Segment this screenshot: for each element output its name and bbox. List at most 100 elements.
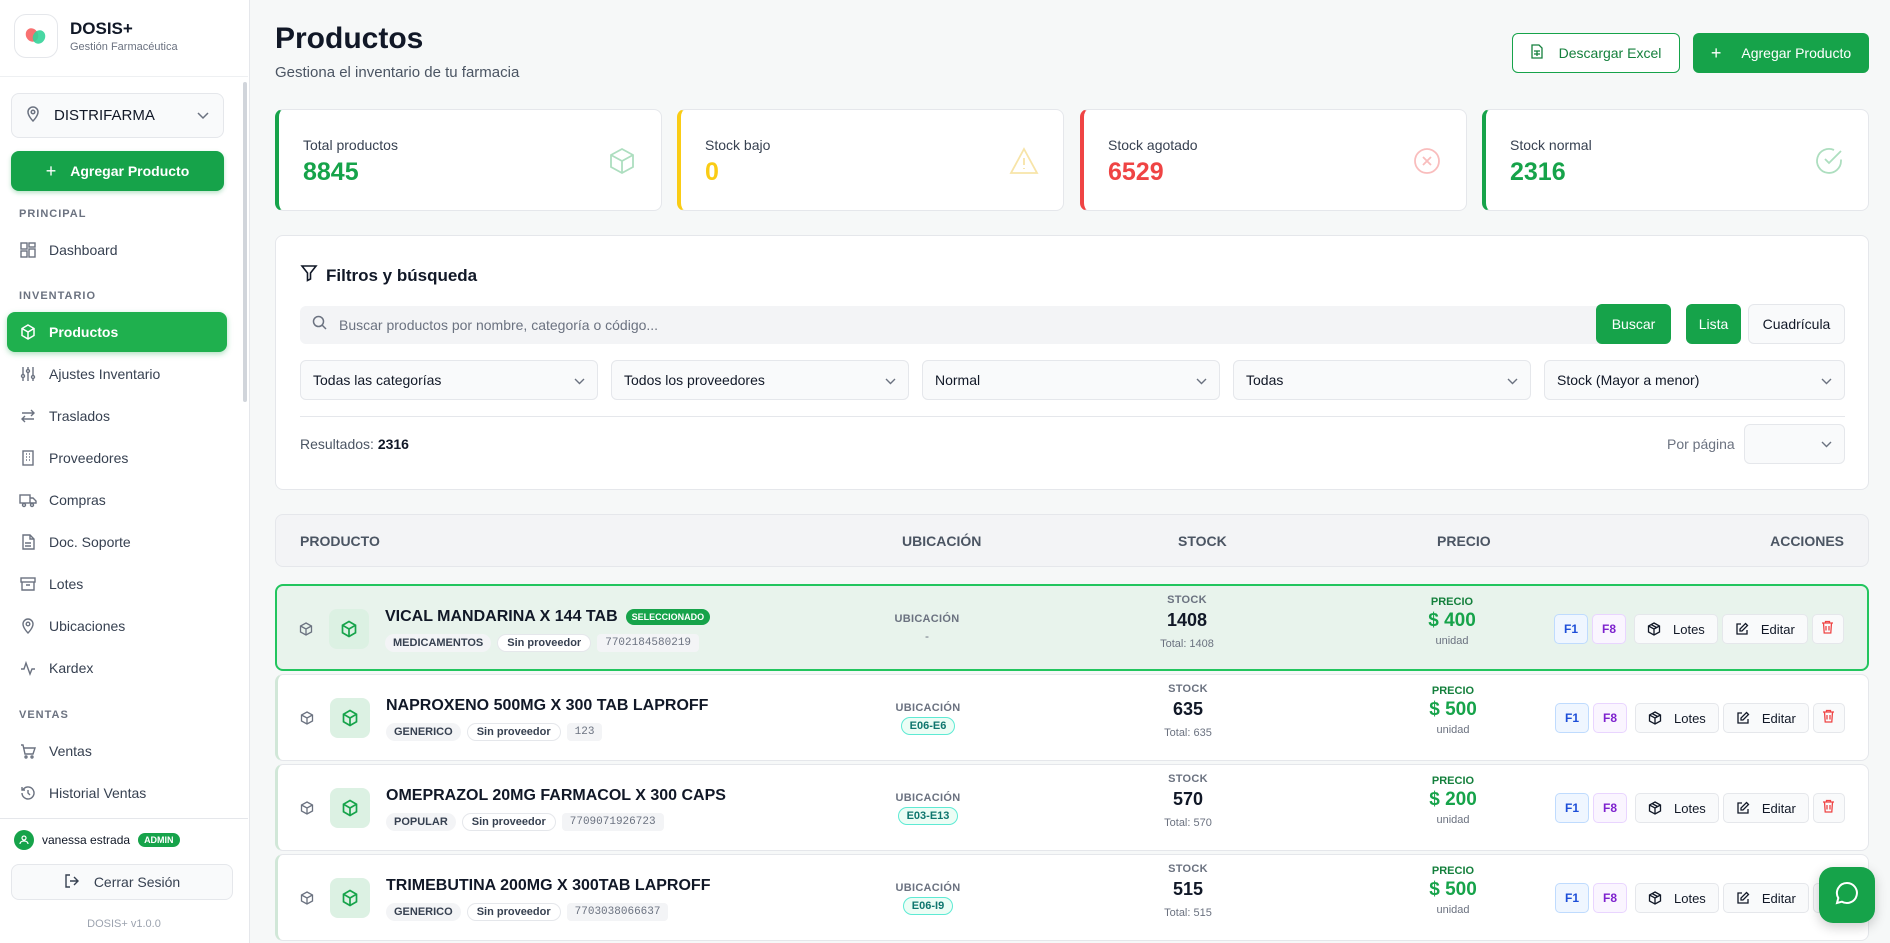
- search-input[interactable]: [339, 317, 1539, 333]
- f8-button[interactable]: F8: [1593, 703, 1627, 733]
- edit-button[interactable]: Editar: [1722, 793, 1809, 823]
- row-actions: F1 F8 Lotes Editar: [1555, 703, 1845, 733]
- location-label: UBICACIÓN: [895, 882, 961, 894]
- sidebar-add-product-label: Agregar Producto: [70, 163, 190, 179]
- stock-value: 635: [1172, 699, 1204, 719]
- search-button[interactable]: Buscar: [1596, 304, 1671, 344]
- sidebar-item-traslados[interactable]: Traslados: [7, 396, 227, 436]
- stat-label: Total productos: [303, 137, 398, 153]
- location-value-wrap: E06-I9: [838, 894, 1018, 915]
- sidebar-item-ubicaciones[interactable]: Ubicaciones: [7, 606, 227, 646]
- f1-button[interactable]: F1: [1554, 614, 1588, 644]
- view-grid-button[interactable]: Cuadrícula: [1748, 304, 1845, 344]
- lotes-button[interactable]: Lotes: [1635, 883, 1719, 913]
- sidebar-item-proveedores[interactable]: Proveedores: [7, 438, 227, 478]
- row-actions: F1 F8 Lotes Editar: [1555, 883, 1845, 913]
- edit-button[interactable]: Editar: [1722, 703, 1809, 733]
- code-tag: 7709071926723: [561, 813, 664, 831]
- results-value: 2316: [377, 436, 409, 452]
- sidebar-item-ventas[interactable]: Ventas: [7, 731, 227, 771]
- download-excel-button[interactable]: Descargar Excel: [1512, 33, 1680, 73]
- store-name: DISTRIFARMA: [54, 107, 155, 124]
- stock-total: Total: 515: [1164, 907, 1212, 919]
- role-badge: ADMIN: [138, 833, 180, 847]
- edit-icon: [1735, 622, 1749, 636]
- sort-select[interactable]: Stock (Mayor a menor): [1544, 360, 1845, 400]
- table-row[interactable]: NAPROXENO 500MG X 300 TAB LAPROFF GENERI…: [275, 674, 1869, 761]
- sidebar-item-lotes[interactable]: Lotes: [7, 564, 227, 604]
- archive-icon: [19, 575, 37, 593]
- sidebar-item-productos[interactable]: Productos: [7, 312, 227, 352]
- location-cell: UBICACIÓN E03-E13: [838, 792, 1018, 825]
- lotes-button[interactable]: Lotes: [1635, 703, 1719, 733]
- table-row[interactable]: TRIMEBUTINA 200MG X 300TAB LAPROFF GENER…: [275, 854, 1869, 941]
- sidebar-item-doc-soporte[interactable]: Doc. Soporte: [7, 522, 227, 562]
- price-unit: unidad: [1436, 724, 1470, 736]
- logout-label: Cerrar Sesión: [93, 874, 181, 890]
- sidebar-item-compras[interactable]: Compras: [7, 480, 227, 520]
- delete-button[interactable]: [1811, 614, 1844, 644]
- sidebar-item-dashboard[interactable]: Dashboard: [7, 230, 227, 270]
- price-label: PRECIO: [1430, 596, 1474, 608]
- chat-button[interactable]: [1819, 867, 1875, 923]
- store-select[interactable]: DISTRIFARMA: [11, 93, 224, 138]
- sidebar-add-product-button[interactable]: + Agregar Producto: [11, 151, 224, 191]
- sidebar-item-kardex[interactable]: Kardex: [7, 648, 227, 688]
- category-tag: GENERICO: [386, 723, 461, 741]
- provider-select[interactable]: Todos los proveedores: [611, 360, 909, 400]
- price-cell: PRECIO $ 500 unidad: [1368, 685, 1538, 736]
- building-icon: [19, 449, 37, 467]
- logout-button[interactable]: Cerrar Sesión: [11, 864, 233, 900]
- edit-button[interactable]: Editar: [1721, 614, 1808, 644]
- location-cell: UBICACIÓN E06-E6: [838, 702, 1018, 735]
- f8-button[interactable]: F8: [1593, 883, 1627, 913]
- f1-button[interactable]: F1: [1555, 793, 1589, 823]
- edit-button[interactable]: Editar: [1722, 883, 1809, 913]
- location-value: -: [925, 629, 929, 643]
- stat-card-normal: Stock normal 2316: [1482, 109, 1869, 211]
- price-value: $ 500: [1429, 879, 1477, 900]
- location-value-wrap: E03-E13: [838, 804, 1018, 825]
- sidebar-item-historial-ventas[interactable]: Historial Ventas: [7, 773, 227, 813]
- chevron-down-icon: [1821, 435, 1832, 453]
- price-cell: PRECIO $ 400 unidad: [1367, 596, 1537, 647]
- stock-status-select[interactable]: Normal: [922, 360, 1220, 400]
- column-header-actions: ACCIONES: [1770, 533, 1844, 549]
- lotes-button[interactable]: Lotes: [1634, 614, 1718, 644]
- search-box[interactable]: [300, 306, 1613, 344]
- filter-icon: [300, 264, 318, 287]
- delete-button[interactable]: [1812, 793, 1845, 823]
- f1-button[interactable]: F1: [1555, 883, 1589, 913]
- add-product-button[interactable]: + Agregar Producto: [1693, 33, 1869, 73]
- f8-button[interactable]: F8: [1593, 793, 1627, 823]
- chat-icon: [1834, 880, 1860, 911]
- page-title: Productos: [275, 22, 424, 55]
- filters-panel: Filtros y búsqueda Buscar Lista Cuadrícu…: [275, 235, 1869, 490]
- page-subtitle: Gestiona el inventario de tu farmacia: [275, 64, 520, 81]
- sidebar-item-ajustes-inventario[interactable]: Ajustes Inventario: [7, 354, 227, 394]
- selected-badge: SELECCIONADO: [625, 609, 711, 625]
- sidebar-scrollbar[interactable]: [243, 82, 247, 402]
- product-tags: GENERICO Sin proveedor 7703038066637: [386, 903, 669, 921]
- price-value: $ 500: [1429, 699, 1477, 720]
- cube-icon: [300, 891, 314, 910]
- stock-cell: STOCK 515 Total: 515: [1108, 863, 1268, 919]
- price-cell: PRECIO $ 500 unidad: [1368, 865, 1538, 916]
- sidebar-item-label: Historial Ventas: [49, 785, 147, 801]
- lotes-button[interactable]: Lotes: [1635, 793, 1719, 823]
- table-row[interactable]: VICAL MANDARINA X 144 TAB SELECCIONADO M…: [275, 584, 1869, 671]
- stock-cell: STOCK 635 Total: 635: [1108, 683, 1268, 739]
- code-tag: 7702184580219: [597, 634, 700, 652]
- activity-icon: [19, 659, 37, 677]
- f8-button[interactable]: F8: [1592, 614, 1626, 644]
- delete-button[interactable]: [1812, 703, 1845, 733]
- brand[interactable]: DOSIS+ Gestión Farmacéutica: [14, 14, 178, 58]
- divider: [0, 818, 248, 819]
- per-page-select[interactable]: [1744, 424, 1845, 464]
- category-select[interactable]: Todas las categorías: [300, 360, 598, 400]
- product-box-icon: [330, 788, 370, 828]
- f1-button[interactable]: F1: [1555, 703, 1589, 733]
- location-select[interactable]: Todas: [1233, 360, 1531, 400]
- view-list-button[interactable]: Lista: [1686, 304, 1741, 344]
- table-row[interactable]: OMEPRAZOL 20MG FARMACOL X 300 CAPS POPUL…: [275, 764, 1869, 851]
